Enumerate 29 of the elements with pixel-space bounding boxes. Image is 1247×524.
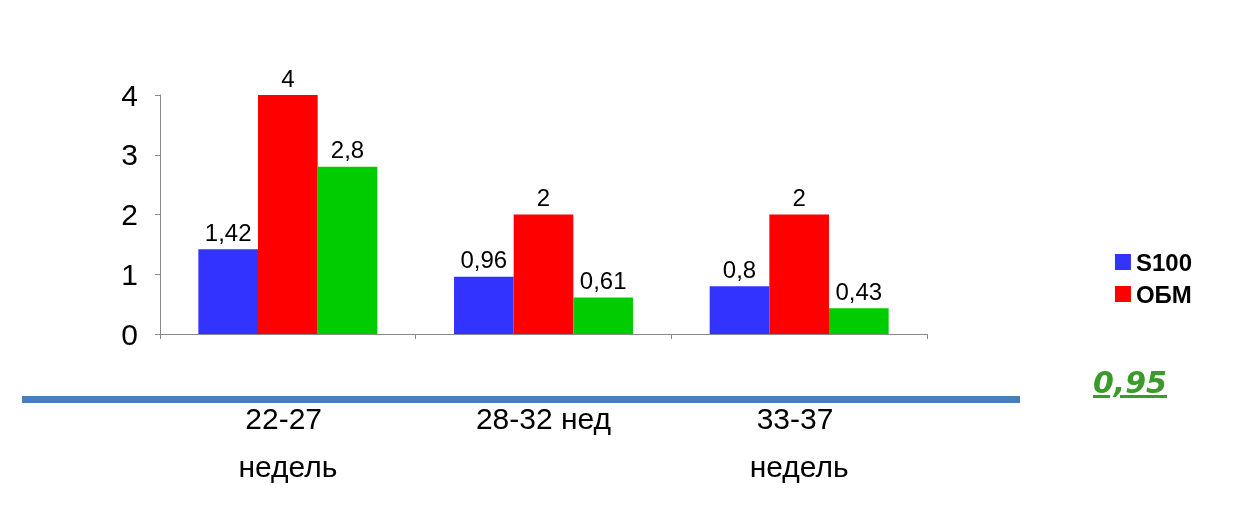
y-tick-label: 0 [121,317,138,351]
data-label: 0,61 [579,267,627,295]
text: 0,95 [1092,365,1167,400]
x-tick-label: 28-32 нед [475,401,612,435]
data-label: 2 [792,184,806,211]
bar [709,286,770,334]
y-tick-label: 3 [121,138,138,172]
y-tick-label: 4 [121,78,138,112]
bar [769,214,829,334]
bar [828,308,889,334]
data-label: 2,8 [330,136,365,164]
legend-label: ОБМ [1135,280,1192,308]
x-tick-label: 22-27 недель [238,401,338,483]
data-label: 0,96 [460,246,508,274]
bar [513,214,574,334]
data-label: 2 [536,184,551,211]
legend-label: S100 [1135,248,1193,276]
data-label: 0,43 [835,277,883,305]
data-label: 4 [281,64,295,92]
bar [258,95,318,334]
x-tick-label: 33-37 недель [749,401,849,483]
bar [573,297,633,334]
y-tick-label: 1 [121,257,138,291]
bar [317,166,378,334]
y-tick-label: 2 [121,198,138,231]
data-label: 0,8 [722,255,757,283]
bar [198,249,259,334]
data-label: 1,42 [204,218,252,246]
bar [454,276,514,334]
